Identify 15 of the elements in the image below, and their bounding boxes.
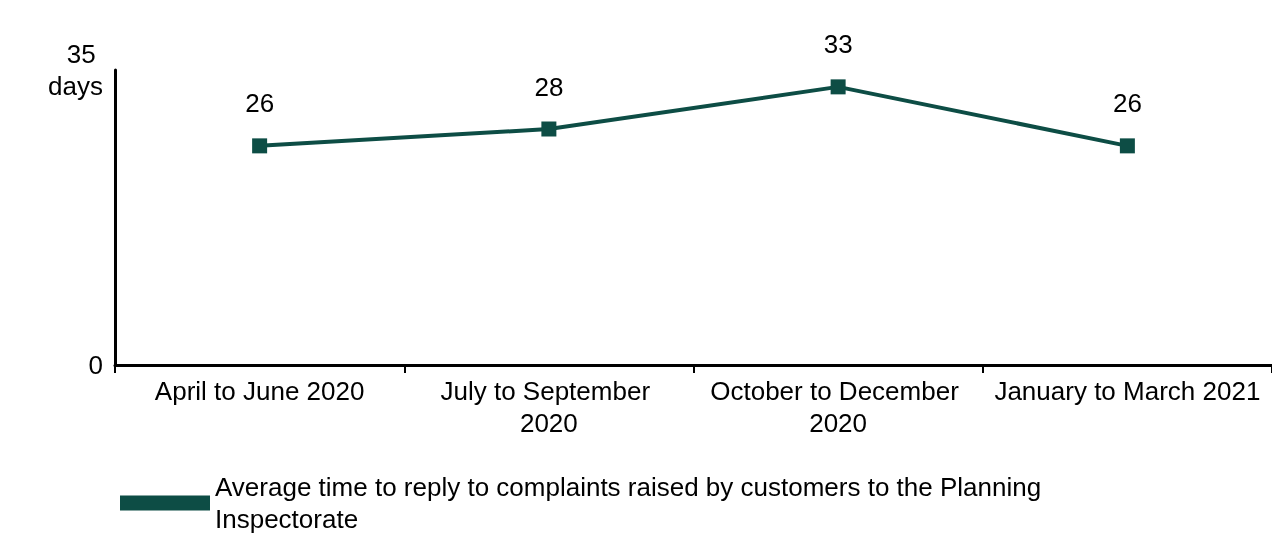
y-tick-label: 0 [88,350,103,380]
data-label: 26 [245,88,275,119]
x-tick-label: January to March 2021 [994,376,1261,406]
data-label: 28 [534,71,564,102]
y-tick-label: 35 days [48,39,103,101]
data-label: 26 [1112,88,1142,119]
data-label: 33 [823,29,853,60]
point [830,79,846,95]
x-tick-label: July to September 2020 [440,376,658,438]
legend-label: Average time to reply to complaints raised by customers to the Planning Inspectorate [215,472,1049,534]
point [541,121,557,137]
x-tick-label: April to June 2020 [154,376,365,406]
point [252,138,268,154]
point [1119,138,1135,154]
x-tick-label: October to December 2020 [710,376,967,438]
